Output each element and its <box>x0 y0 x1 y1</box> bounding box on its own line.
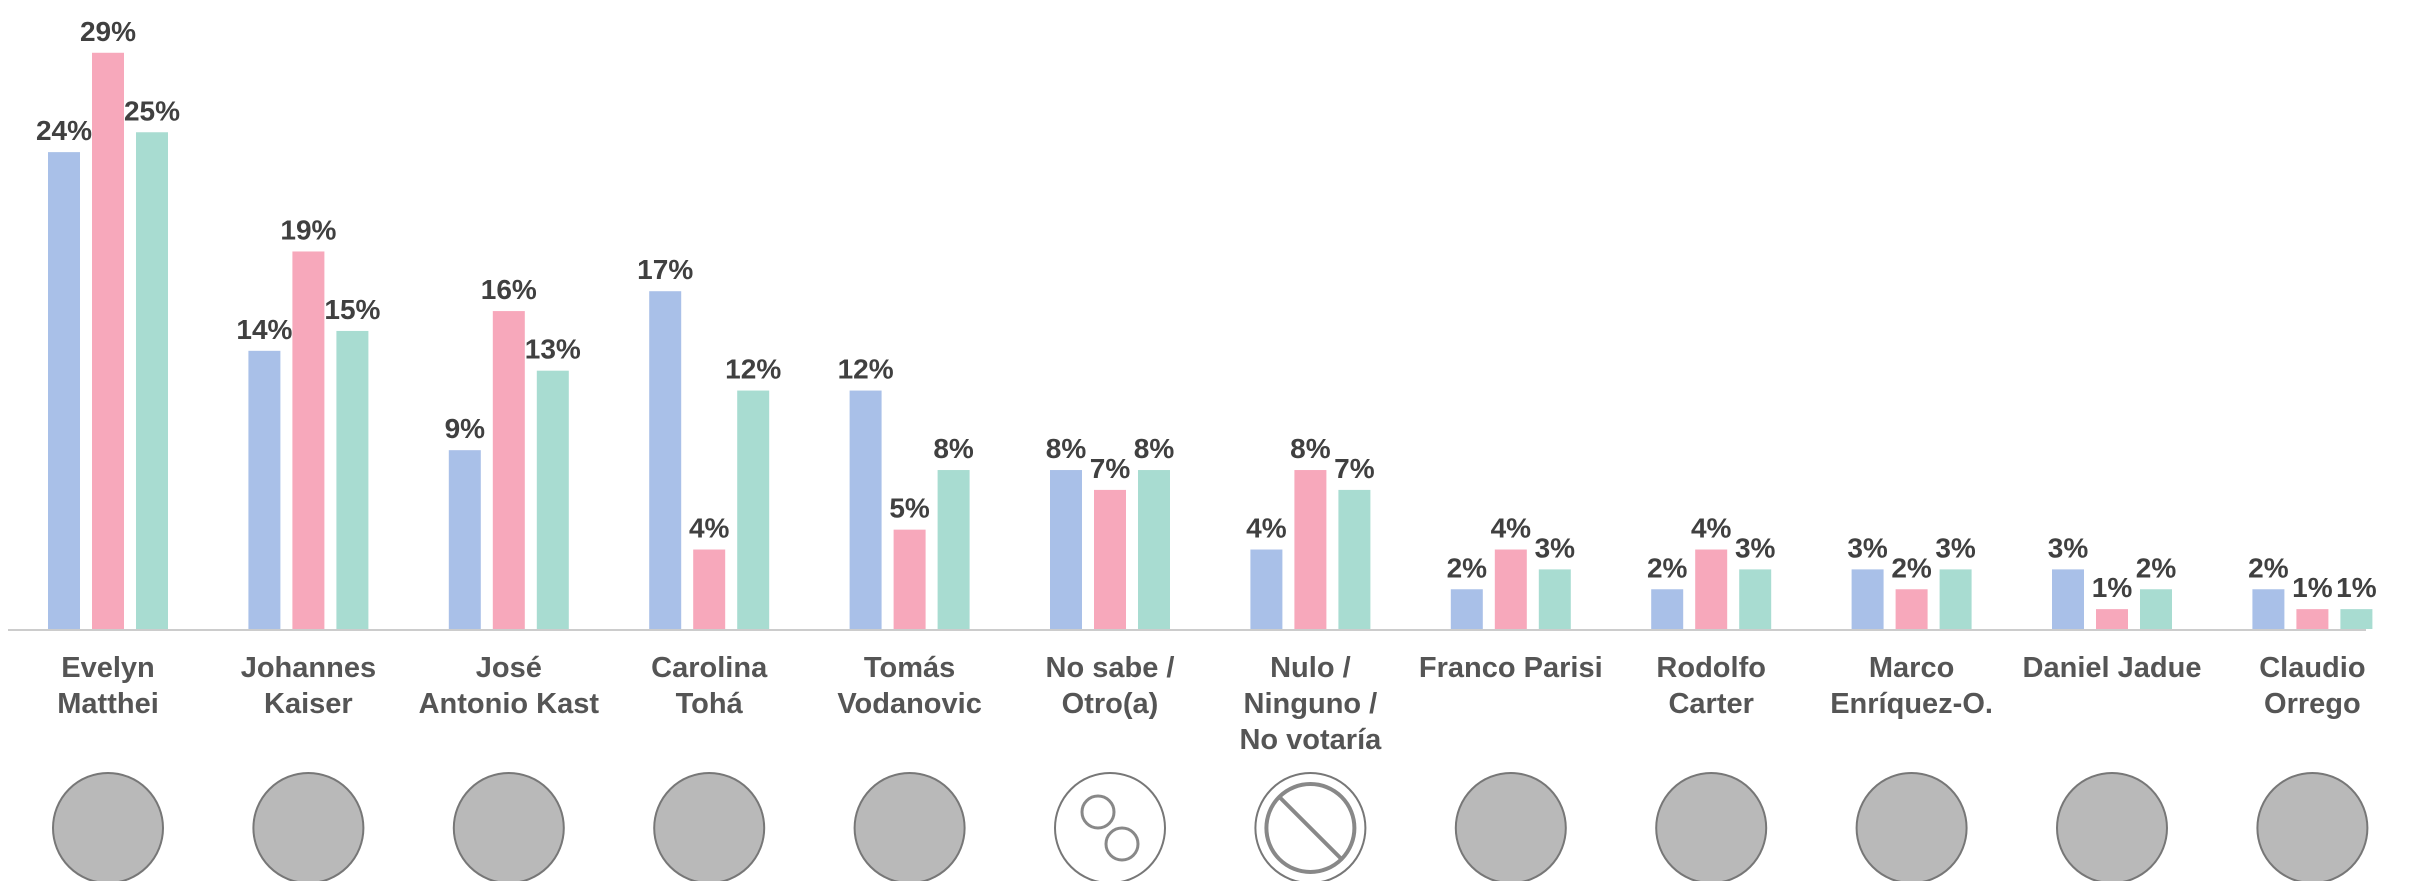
bar <box>1495 550 1527 629</box>
category-label: Tomás Vodanovic <box>810 650 1010 722</box>
bar <box>537 371 569 629</box>
page: 24%14%9%17%12%8%4%2%2%3%3%2%29%19%16%4%5… <box>0 0 2417 881</box>
value-label: 8% <box>1290 433 1331 464</box>
avatar <box>253 773 363 881</box>
bar <box>1539 569 1571 629</box>
value-label: 3% <box>1847 532 1888 563</box>
avatar <box>654 773 764 881</box>
value-label: 14% <box>236 314 292 345</box>
value-label: 4% <box>1246 513 1287 544</box>
category-label: Daniel Jadue <box>2012 650 2212 686</box>
bar <box>92 53 124 629</box>
bar <box>2296 609 2328 629</box>
value-label: 2% <box>1447 552 1488 583</box>
category-label: Rodolfo Carter <box>1611 650 1811 722</box>
value-label: 13% <box>525 334 581 365</box>
bar <box>292 251 324 629</box>
category-label: No sabe / Otro(a) <box>1010 650 1210 722</box>
category-label: Evelyn Matthei <box>8 650 208 722</box>
value-label: 3% <box>2048 532 2089 563</box>
bar <box>649 291 681 629</box>
bar <box>2252 589 2284 629</box>
value-label: 24% <box>36 115 92 146</box>
value-label: 8% <box>1134 433 1175 464</box>
value-label: 8% <box>933 433 974 464</box>
bar <box>493 311 525 629</box>
bar <box>737 391 769 629</box>
value-label: 15% <box>324 294 380 325</box>
value-label: 3% <box>1535 532 1576 563</box>
category-label: Marco Enríquez-O. <box>1812 650 2012 722</box>
value-label: 1% <box>2292 572 2333 603</box>
value-label: 8% <box>1046 433 1087 464</box>
value-label: 4% <box>1491 513 1532 544</box>
bar <box>136 132 168 629</box>
value-label: 3% <box>1935 532 1976 563</box>
value-label: 2% <box>1891 552 1932 583</box>
value-label: 7% <box>1090 453 1131 484</box>
chart: 24%14%9%17%12%8%4%2%2%3%3%2%29%19%16%4%5… <box>0 0 2417 881</box>
value-label: 2% <box>1647 552 1688 583</box>
bar <box>693 550 725 629</box>
bar <box>1250 550 1282 629</box>
avatar <box>1656 773 1766 881</box>
bar <box>1896 589 1928 629</box>
value-label: 1% <box>2336 572 2377 603</box>
avatar <box>2057 773 2167 881</box>
value-label: 3% <box>1735 532 1776 563</box>
value-label: 9% <box>445 413 486 444</box>
bar <box>2340 609 2372 629</box>
value-label: 2% <box>2136 552 2177 583</box>
value-label: 17% <box>637 254 693 285</box>
bar <box>1094 490 1126 629</box>
category-label: Franco Parisi <box>1411 650 1611 686</box>
bar <box>2052 569 2084 629</box>
bar <box>48 152 80 629</box>
category-label: Johannes Kaiser <box>208 650 408 722</box>
bar <box>449 450 481 629</box>
value-label: 19% <box>280 214 336 245</box>
bar <box>1451 589 1483 629</box>
value-label: 29% <box>80 16 136 47</box>
category-label: Claudio Orrego <box>2212 650 2412 722</box>
bar <box>1739 569 1771 629</box>
value-label: 25% <box>124 95 180 126</box>
value-label: 5% <box>889 493 930 524</box>
category-label: Carolina Tohá <box>609 650 809 722</box>
value-label: 4% <box>1691 513 1732 544</box>
bar <box>336 331 368 629</box>
bar <box>850 391 882 629</box>
category-label: José Antonio Kast <box>409 650 609 722</box>
bar <box>2096 609 2128 629</box>
avatars <box>53 773 2367 881</box>
avatar <box>454 773 564 881</box>
value-label: 4% <box>689 513 730 544</box>
bar <box>248 351 280 629</box>
bar <box>1695 550 1727 629</box>
value-label: 2% <box>2248 552 2289 583</box>
avatar <box>1857 773 1967 881</box>
bar <box>1138 470 1170 629</box>
avatar <box>1055 773 1165 881</box>
bar <box>894 530 926 629</box>
value-label: 16% <box>481 274 537 305</box>
value-label: 7% <box>1334 453 1375 484</box>
bar <box>1294 470 1326 629</box>
value-label: 12% <box>725 354 781 385</box>
bar <box>1940 569 1972 629</box>
value-label: 1% <box>2092 572 2133 603</box>
value-label: 12% <box>838 354 894 385</box>
avatar <box>2257 773 2367 881</box>
bar <box>1050 470 1082 629</box>
bar <box>938 470 970 629</box>
avatar <box>53 773 163 881</box>
bar <box>1651 589 1683 629</box>
bar <box>2140 589 2172 629</box>
avatar <box>1456 773 1566 881</box>
avatar <box>855 773 965 881</box>
bar <box>1852 569 1884 629</box>
bar <box>1338 490 1370 629</box>
category-label: Nulo / Ninguno / No votaría <box>1210 650 1410 758</box>
